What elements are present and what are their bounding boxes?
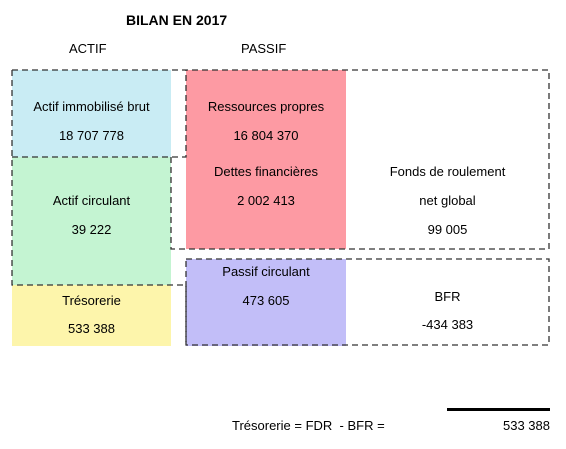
fdr-outline [12, 69, 550, 250]
dettes-financieres-label: Dettes financières [213, 164, 319, 179]
fdr-value: 99 005 [427, 222, 468, 237]
bfr-label: BFR [434, 289, 461, 304]
formula-value: 533 388 [503, 418, 550, 433]
passif-circulant-label: Passif circulant [222, 264, 310, 279]
tresorerie-block [12, 285, 171, 346]
fdr-label-line1: Fonds de roulement [389, 164, 506, 179]
bfr-value: -434 383 [421, 317, 474, 332]
actif-circulant-block [12, 157, 171, 285]
tresorerie-value: 533 388 [68, 321, 115, 336]
actif-circulant-label: Actif circulant [52, 193, 131, 208]
fdr-label-line2: net global [419, 193, 476, 208]
ressources-propres-block [186, 70, 346, 249]
actif-immobilise-value: 18 707 778 [58, 128, 125, 143]
passif-header: PASSIF [241, 41, 287, 56]
ressources-propres-value: 16 804 370 [233, 128, 299, 143]
passif-circulant-value: 473 605 [242, 293, 290, 308]
diagram-title: BILAN EN 2017 [126, 12, 228, 28]
immobilise-circulant-separator [12, 70, 187, 158]
total-rule [447, 408, 550, 411]
actif-immobilise-block [12, 70, 171, 157]
actif-outline [11, 70, 187, 345]
passif-circulant-block [186, 259, 346, 346]
formula-text: Trésorerie = FDR - BFR = [232, 418, 385, 433]
bfr-outline [185, 258, 550, 346]
actif-circulant-value: 39 222 [71, 222, 112, 237]
tresorerie-label: Trésorerie [62, 293, 121, 308]
actif-header: ACTIF [69, 41, 107, 56]
actif-immobilise-label: Actif immobilisé brut [33, 99, 150, 114]
dettes-financieres-value: 2 002 413 [237, 193, 295, 208]
ressources-propres-label: Ressources propres [207, 99, 325, 114]
